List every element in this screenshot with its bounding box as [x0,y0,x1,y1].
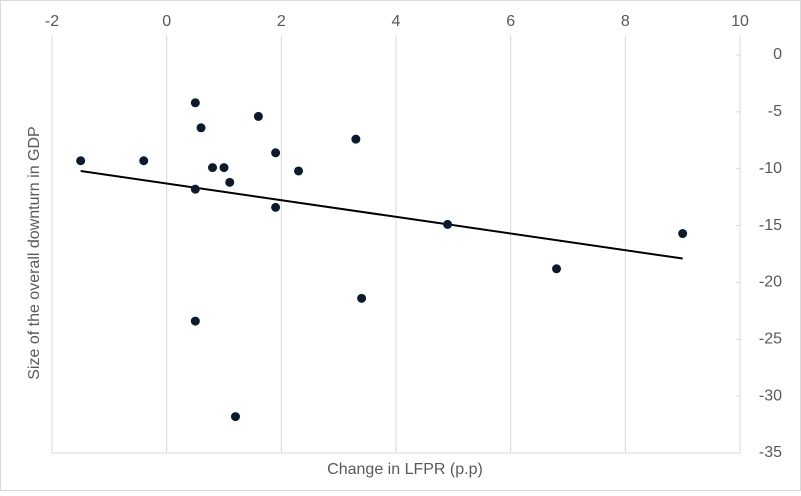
y-tick-label: -10 [759,160,782,177]
data-point [271,202,281,212]
data-point [190,98,200,108]
y-tick-label: 0 [773,46,782,63]
data-point [271,148,281,158]
data-point [230,412,240,422]
x-axis-label: Change in LFPR (p.p) [327,461,483,478]
data-point [678,229,688,239]
y-tick-label: -5 [768,103,782,120]
data-point [552,264,562,274]
x-tick-label: 4 [392,13,401,30]
data-point [190,184,200,194]
data-point [253,111,263,121]
y-tick-label: -30 [759,387,782,404]
data-point [190,316,200,326]
data-point [225,177,235,187]
y-axis-label: Size of the overall downturn in GDP [26,126,43,379]
x-tick-label: -2 [45,13,59,30]
x-tick-label: 8 [621,13,630,30]
data-point [219,163,229,173]
data-point [208,163,218,173]
x-tick-label: 0 [162,13,171,30]
data-point [443,219,453,229]
y-tick-label: -20 [759,274,782,291]
data-point [196,123,206,133]
x-tick-label: 10 [731,13,749,30]
data-point [139,156,149,166]
data-point [351,134,361,144]
x-tick-label: 6 [506,13,515,30]
data-point [76,156,86,166]
x-tick-label: 2 [277,13,286,30]
y-tick-label: -15 [759,217,782,234]
y-tick-label: -35 [759,444,782,461]
data-point [357,293,367,303]
data-point [294,166,304,176]
trend-line [80,169,683,260]
y-tick-label: -25 [759,331,782,348]
